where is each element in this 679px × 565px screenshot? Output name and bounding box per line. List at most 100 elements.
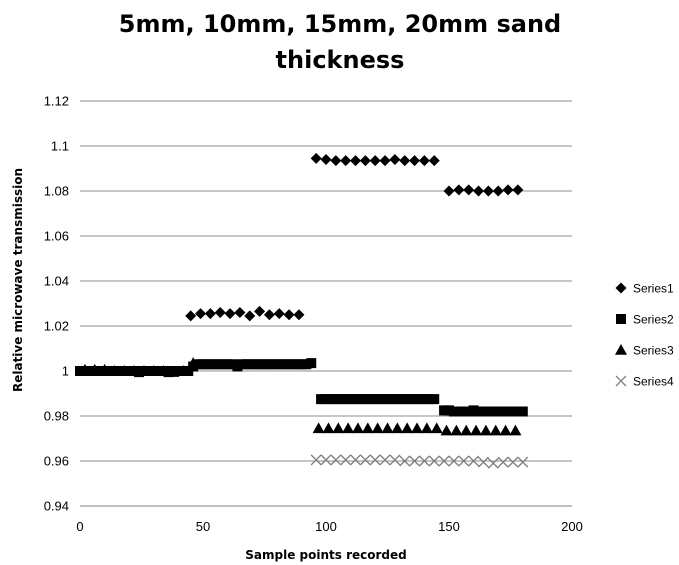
data-point-series3 (322, 422, 335, 434)
legend-label-series2: Series2 (633, 313, 674, 327)
data-point-series1 (244, 310, 256, 322)
data-point-series4 (497, 456, 509, 468)
x-tick-label: 150 (438, 519, 460, 534)
y-tick-label: 1.12 (44, 94, 69, 109)
data-point-series3 (440, 424, 453, 436)
x-tick-label: 200 (561, 519, 583, 534)
x-tick-label: 100 (315, 519, 337, 534)
data-point-series3 (411, 422, 424, 434)
data-point-series2 (306, 358, 317, 369)
data-point-series4 (438, 455, 450, 467)
data-point-series3 (401, 422, 414, 434)
data-point-series4 (369, 454, 381, 466)
data-point-series1 (428, 155, 440, 167)
data-point-series1 (379, 155, 391, 167)
data-point-series4 (310, 454, 322, 466)
data-point-series1 (234, 307, 246, 318)
data-point-series4 (458, 455, 470, 467)
data-point-series1 (185, 310, 197, 322)
legend-label-series3: Series3 (633, 344, 674, 358)
legend-label-series4: Series4 (633, 375, 674, 389)
data-point-series4 (359, 454, 371, 466)
data-point-series3 (499, 424, 512, 436)
data-point-series4 (448, 455, 460, 467)
data-point-series1 (473, 185, 485, 197)
data-point-series4 (379, 454, 391, 466)
data-point-series1 (320, 154, 332, 165)
data-point-series1 (502, 184, 514, 196)
data-points (75, 152, 529, 469)
x-axis-title: Sample points recorded (245, 548, 406, 562)
data-point-series1 (350, 155, 362, 167)
y-tick-label: 0.98 (44, 409, 69, 424)
data-point-series4 (320, 454, 332, 466)
data-point-series3 (470, 424, 483, 436)
data-point-series1 (330, 155, 342, 167)
data-point-series3 (312, 422, 325, 434)
data-point-series3 (371, 422, 384, 434)
data-point-series1 (224, 308, 236, 320)
data-point-series1 (389, 154, 401, 165)
y-tick-label: 1.06 (44, 229, 69, 244)
data-point-series1 (263, 309, 275, 321)
data-point-series1 (369, 155, 381, 167)
data-point-series2 (517, 406, 528, 417)
legend-label-series1: Series1 (633, 282, 674, 296)
legend-marker-series2 (616, 314, 626, 324)
x-axis-ticks: 0 50 100 150 200 (76, 519, 582, 534)
data-point-series3 (509, 424, 522, 436)
data-point-series3 (332, 422, 345, 434)
data-point-series1 (463, 184, 475, 196)
data-point-series1 (293, 309, 305, 321)
data-point-series1 (443, 185, 455, 197)
data-point-series1 (273, 308, 285, 320)
data-point-series3 (420, 422, 433, 434)
y-tick-label: 1.1 (51, 139, 69, 154)
data-point-series4 (468, 455, 480, 467)
data-point-series1 (283, 309, 295, 321)
data-point-series3 (460, 424, 473, 436)
x-tick-label: 50 (196, 519, 210, 534)
data-point-series4 (418, 455, 430, 467)
y-tick-label: 1.08 (44, 184, 69, 199)
data-point-series1 (453, 184, 465, 196)
y-tick-label: 0.94 (44, 499, 69, 514)
data-point-series3 (361, 422, 374, 434)
data-point-series2 (429, 394, 440, 405)
data-point-series4 (330, 454, 342, 466)
chart-title-line-2: thickness (276, 46, 405, 74)
data-point-series1 (512, 184, 524, 196)
y-tick-label: 1.02 (44, 319, 69, 334)
data-point-series1 (359, 155, 371, 167)
data-point-series3 (489, 424, 502, 436)
y-tick-label: 1.04 (44, 274, 69, 289)
data-point-series4 (389, 454, 401, 466)
data-point-series3 (351, 422, 364, 434)
data-point-series3 (430, 422, 443, 434)
data-point-series1 (195, 308, 207, 320)
legend-marker-series3 (615, 344, 627, 355)
legend-marker-series1 (615, 282, 627, 294)
data-point-series3 (381, 422, 394, 434)
data-point-series1 (254, 305, 266, 317)
data-point-series3 (342, 422, 355, 434)
data-point-series1 (204, 308, 216, 320)
data-point-series3 (391, 422, 404, 434)
y-tick-label: 0.96 (44, 454, 69, 469)
legend-marker-series4 (615, 375, 627, 387)
y-tick-label: 1 (62, 364, 69, 379)
data-point-series4 (517, 456, 529, 468)
data-point-series1 (409, 155, 421, 167)
data-point-series4 (340, 454, 352, 466)
data-point-series4 (487, 457, 499, 469)
data-point-series4 (477, 456, 489, 468)
data-point-series1 (418, 155, 430, 167)
data-point-series1 (214, 307, 226, 318)
y-axis-ticks: 0.94 0.96 0.98 1 1.02 1.04 1.06 1.08 1.1 1.12 (44, 94, 69, 514)
data-point-series1 (310, 152, 322, 164)
data-point-series1 (482, 185, 494, 197)
data-point-series4 (399, 455, 411, 467)
data-point-series1 (340, 155, 352, 167)
data-point-series1 (492, 185, 504, 197)
